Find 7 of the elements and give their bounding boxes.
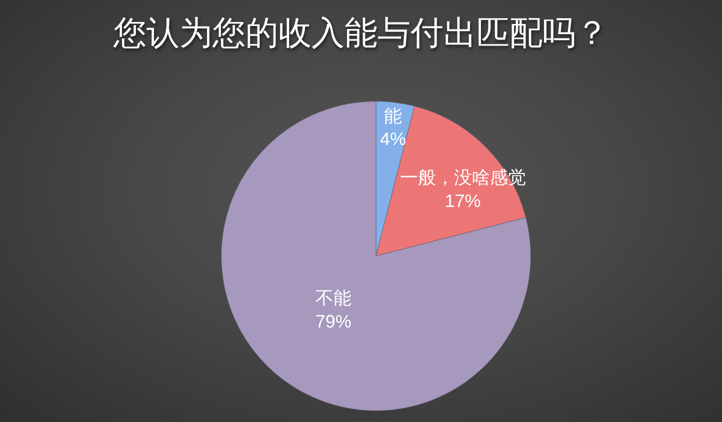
slice-label: 不能 [315,288,352,310]
slice-label: 一般，没啥感觉 [400,168,526,189]
data-label: 17% [444,190,481,211]
data-label: 79% [315,311,352,332]
data-label: 4% [380,129,406,150]
slice-label: 能 [384,106,402,127]
chart-title: 您认为您的收入能与付出匹配吗？ [114,13,608,52]
